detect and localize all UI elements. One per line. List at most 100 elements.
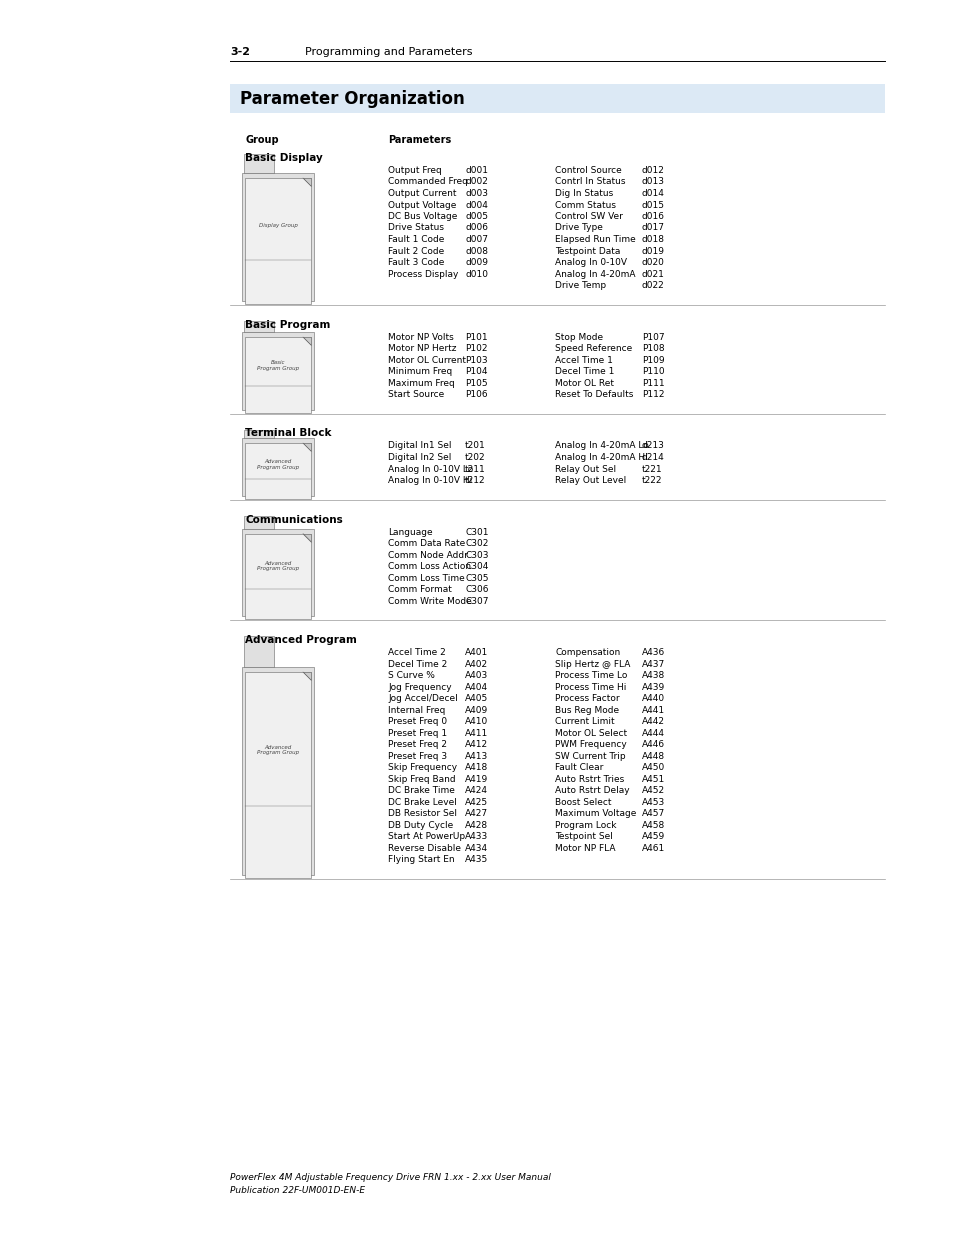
Text: Auto Rstrt Tries: Auto Rstrt Tries (555, 774, 623, 783)
Text: Motor NP FLA: Motor NP FLA (555, 844, 615, 852)
Text: Output Voltage: Output Voltage (388, 200, 456, 210)
Text: A403: A403 (464, 671, 488, 680)
Text: Slip Hertz @ FLA: Slip Hertz @ FLA (555, 659, 630, 668)
Text: Reset To Defaults: Reset To Defaults (555, 390, 633, 399)
Text: P104: P104 (464, 367, 487, 375)
Text: Commanded Freq: Commanded Freq (388, 178, 467, 186)
FancyBboxPatch shape (242, 173, 314, 300)
Text: Drive Temp: Drive Temp (555, 282, 605, 290)
Text: Start At PowerUp: Start At PowerUp (388, 832, 465, 841)
Text: d020: d020 (641, 258, 664, 267)
Text: d010: d010 (464, 269, 488, 279)
Text: Analog In 0-10V Lo: Analog In 0-10V Lo (388, 464, 473, 473)
Text: Group: Group (245, 135, 278, 144)
Text: Relay Out Sel: Relay Out Sel (555, 464, 616, 473)
Text: Process Factor: Process Factor (555, 694, 619, 703)
Text: Speed Reference: Speed Reference (555, 345, 632, 353)
Text: Flying Start En: Flying Start En (388, 855, 455, 864)
Text: DC Brake Time: DC Brake Time (388, 785, 455, 795)
Text: Advanced
Program Group: Advanced Program Group (256, 561, 298, 572)
Text: d001: d001 (464, 165, 488, 175)
Text: DB Resistor Sel: DB Resistor Sel (388, 809, 456, 818)
Text: Analog In 0-10V Hi: Analog In 0-10V Hi (388, 475, 472, 485)
Text: A446: A446 (641, 740, 664, 748)
Text: Terminal Block: Terminal Block (245, 429, 331, 438)
Text: A401: A401 (464, 648, 488, 657)
Text: t201: t201 (464, 441, 485, 451)
Text: d005: d005 (464, 212, 488, 221)
Text: Bus Reg Mode: Bus Reg Mode (555, 705, 618, 715)
Text: Comm Loss Action: Comm Loss Action (388, 562, 471, 571)
Text: Analog In 4-20mA Lo: Analog In 4-20mA Lo (555, 441, 648, 451)
Text: Comm Write Mode: Comm Write Mode (388, 597, 471, 605)
FancyBboxPatch shape (242, 438, 314, 495)
Text: A433: A433 (464, 832, 488, 841)
Text: Basic Program: Basic Program (245, 320, 330, 330)
Text: Relay Out Level: Relay Out Level (555, 475, 625, 485)
Text: C307: C307 (464, 597, 488, 605)
Text: Output Current: Output Current (388, 189, 456, 198)
Text: Program Lock: Program Lock (555, 820, 616, 830)
Text: A442: A442 (641, 718, 664, 726)
Text: Contrl In Status: Contrl In Status (555, 178, 625, 186)
Text: P111: P111 (641, 378, 664, 388)
Text: Parameter Organization: Parameter Organization (240, 89, 464, 107)
Text: Jog Accel/Decel: Jog Accel/Decel (388, 694, 457, 703)
Text: Publication 22F-UM001D-EN-E: Publication 22F-UM001D-EN-E (230, 1186, 365, 1195)
Text: P103: P103 (464, 356, 487, 364)
FancyBboxPatch shape (244, 430, 274, 438)
Text: Accel Time 2: Accel Time 2 (388, 648, 445, 657)
Text: P102: P102 (464, 345, 487, 353)
Text: Parameters: Parameters (388, 135, 451, 144)
Text: Start Source: Start Source (388, 390, 444, 399)
Text: t202: t202 (464, 453, 485, 462)
Text: Process Time Lo: Process Time Lo (555, 671, 627, 680)
FancyBboxPatch shape (245, 443, 311, 499)
Text: d015: d015 (641, 200, 664, 210)
Text: A436: A436 (641, 648, 664, 657)
Text: Communications: Communications (245, 515, 342, 525)
FancyBboxPatch shape (242, 667, 314, 874)
Text: C306: C306 (464, 585, 488, 594)
Text: A425: A425 (464, 798, 488, 806)
Text: P108: P108 (641, 345, 664, 353)
Polygon shape (303, 534, 311, 542)
Text: C305: C305 (464, 573, 488, 583)
Text: Drive Status: Drive Status (388, 224, 443, 232)
Text: Comm Format: Comm Format (388, 585, 452, 594)
Text: d006: d006 (464, 224, 488, 232)
Text: Analog In 0-10V: Analog In 0-10V (555, 258, 626, 267)
Text: A409: A409 (464, 705, 488, 715)
Text: Auto Rstrt Delay: Auto Rstrt Delay (555, 785, 629, 795)
Text: A439: A439 (641, 683, 664, 692)
Text: A428: A428 (464, 820, 488, 830)
Text: A459: A459 (641, 832, 664, 841)
Text: d016: d016 (641, 212, 664, 221)
Polygon shape (303, 672, 311, 680)
Text: Digital In2 Sel: Digital In2 Sel (388, 453, 451, 462)
Text: Motor OL Current: Motor OL Current (388, 356, 465, 364)
Text: PowerFlex 4M Adjustable Frequency Drive FRN 1.xx - 2.xx User Manual: PowerFlex 4M Adjustable Frequency Drive … (230, 1173, 550, 1182)
Text: Basic Display: Basic Display (245, 153, 322, 163)
Text: Motor NP Hertz: Motor NP Hertz (388, 345, 456, 353)
Text: t212: t212 (464, 475, 485, 485)
Text: d214: d214 (641, 453, 664, 462)
Text: Process Time Hi: Process Time Hi (555, 683, 626, 692)
FancyBboxPatch shape (242, 332, 314, 410)
Text: P112: P112 (641, 390, 664, 399)
Text: d009: d009 (464, 258, 488, 267)
Text: Display Group: Display Group (258, 224, 297, 228)
Text: Fault 1 Code: Fault 1 Code (388, 235, 444, 245)
Text: Output Freq: Output Freq (388, 165, 441, 175)
Text: A435: A435 (464, 855, 488, 864)
Text: A452: A452 (641, 785, 664, 795)
Text: Elapsed Run Time: Elapsed Run Time (555, 235, 635, 245)
Text: d014: d014 (641, 189, 664, 198)
FancyBboxPatch shape (244, 321, 274, 332)
Text: DB Duty Cycle: DB Duty Cycle (388, 820, 453, 830)
Text: P107: P107 (641, 332, 664, 342)
Text: A412: A412 (464, 740, 488, 748)
Text: A411: A411 (464, 729, 488, 737)
Text: Drive Type: Drive Type (555, 224, 602, 232)
Text: A437: A437 (641, 659, 664, 668)
